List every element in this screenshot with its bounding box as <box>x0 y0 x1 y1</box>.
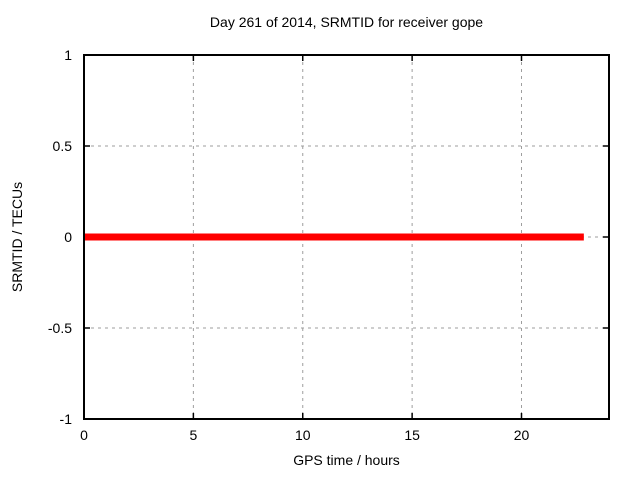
x-tick-label: 0 <box>80 427 88 443</box>
plot-border <box>83 54 610 420</box>
chart-title: Day 261 of 2014, SRMTID for receiver gop… <box>209 14 484 30</box>
x-axis-label: GPS time / hours <box>293 452 400 468</box>
y-tick-label: 0 <box>64 229 72 245</box>
y-tick-label: -1 <box>60 411 73 427</box>
y-tick-label: 1 <box>64 47 72 63</box>
x-tick-label: 5 <box>189 427 197 443</box>
x-tick-label: 20 <box>514 427 530 443</box>
y-tick-label: 0.5 <box>53 138 73 154</box>
y-tick-label: -0.5 <box>48 320 72 336</box>
x-tick-label: 10 <box>295 427 311 443</box>
x-tick-label: 15 <box>404 427 420 443</box>
